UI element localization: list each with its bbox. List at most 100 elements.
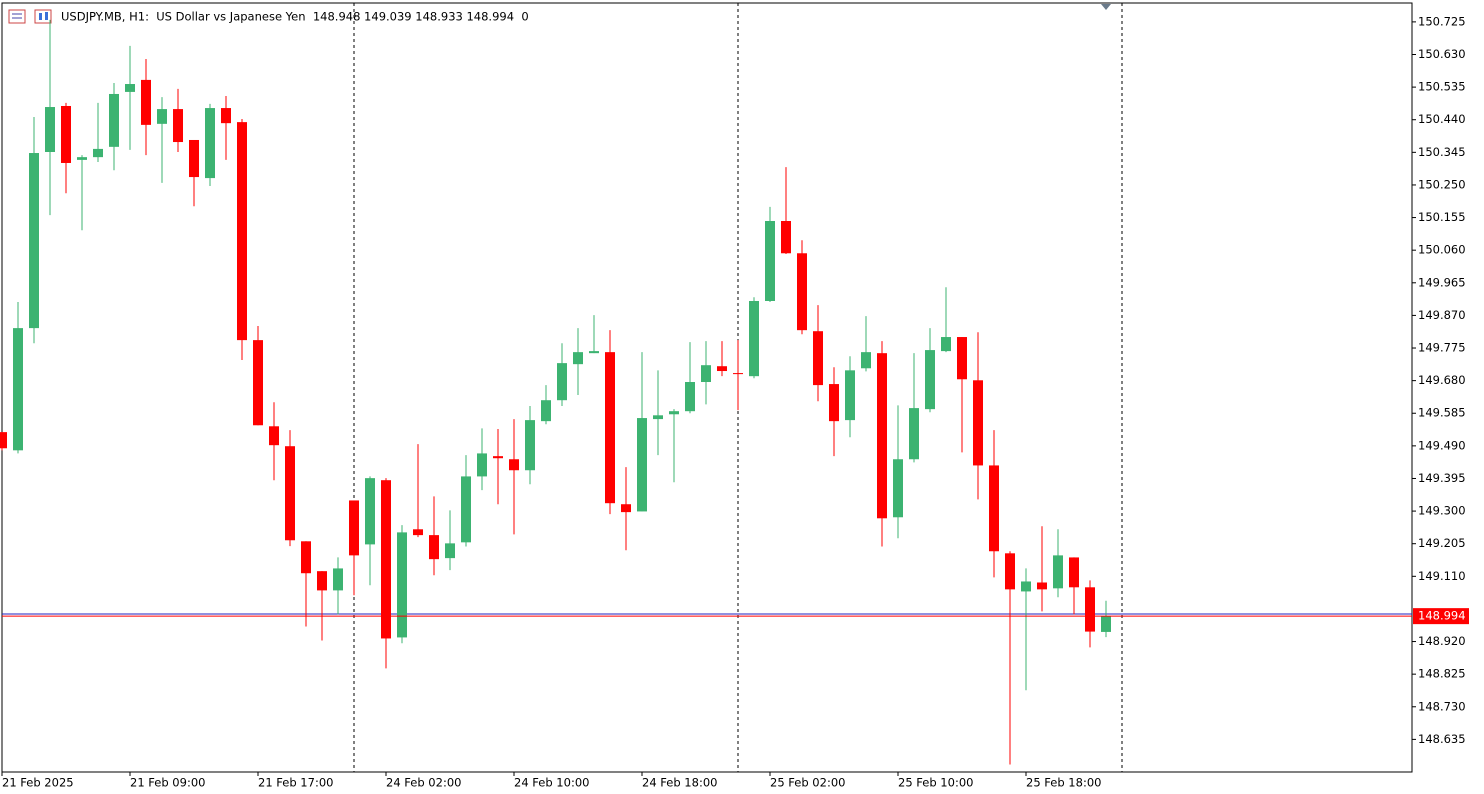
y-tick-label: 149.870	[1418, 308, 1466, 322]
candle-body	[61, 105, 71, 163]
y-tick-label: 148.635	[1418, 732, 1466, 746]
icon-bar	[45, 12, 48, 20]
candle-body	[237, 122, 247, 341]
candle-body	[429, 535, 439, 560]
shift-marker	[1101, 4, 1111, 10]
x-tick-label: 25 Feb 18:00	[1026, 776, 1101, 790]
x-tick-label: 21 Feb 17:00	[258, 776, 333, 790]
candle-body	[621, 504, 631, 513]
x-tick-label: 21 Feb 09:00	[130, 776, 205, 790]
candle-body	[909, 408, 919, 460]
toolbar-icons	[8, 9, 52, 24]
y-tick-label: 150.345	[1418, 145, 1466, 159]
y-tick-label: 148.920	[1418, 634, 1466, 648]
candle-body	[877, 353, 887, 519]
candle-body	[301, 541, 311, 574]
candle-body	[1101, 616, 1111, 632]
candle-body	[1053, 555, 1063, 589]
candle-body	[637, 418, 647, 512]
x-tick-label: 24 Feb 02:00	[386, 776, 461, 790]
candle-body	[685, 382, 695, 412]
y-tick-label: 150.060	[1418, 243, 1466, 257]
candle-body	[1005, 553, 1015, 590]
candle-body	[957, 337, 967, 380]
candle-body	[349, 500, 359, 556]
y-tick-label: 150.250	[1418, 177, 1466, 191]
y-tick-label: 150.725	[1418, 14, 1466, 28]
y-tick-label: 150.155	[1418, 210, 1466, 224]
icon-list	[8, 9, 26, 24]
candle-body	[893, 459, 903, 518]
candle-body	[557, 363, 567, 401]
candle-body	[861, 352, 871, 369]
candle-body	[253, 340, 263, 426]
candle-body	[669, 411, 679, 415]
y-tick-label: 149.585	[1418, 406, 1466, 420]
candle-body	[93, 148, 103, 158]
x-tick-label: 24 Feb 10:00	[514, 776, 589, 790]
candle-body	[525, 420, 535, 471]
candle-body	[925, 350, 935, 410]
y-tick-label: 150.440	[1418, 112, 1466, 126]
candle-body	[589, 351, 599, 354]
x-tick-label: 21 Feb 2025	[2, 776, 74, 790]
y-tick-label: 149.395	[1418, 471, 1466, 485]
candle-body	[141, 79, 151, 125]
icon-bar	[39, 13, 42, 20]
candle-body	[829, 384, 839, 422]
candle-body	[1037, 582, 1047, 590]
candle-body	[797, 253, 807, 331]
y-tick-label: 149.205	[1418, 536, 1466, 550]
candle-body	[189, 139, 199, 178]
y-tick-label: 148.730	[1418, 699, 1466, 713]
candle-body	[45, 107, 55, 152]
candle-body	[781, 220, 791, 254]
y-tick-label: 150.535	[1418, 80, 1466, 94]
last-price-label: 148.994	[1418, 609, 1466, 623]
candle-body	[653, 415, 663, 420]
candle-body	[29, 153, 39, 329]
candle-body	[0, 432, 7, 449]
candle-body	[477, 453, 487, 477]
chart-title: USDJPY.MB, H1: US Dollar vs Japanese Yen…	[61, 10, 529, 24]
candle-body	[77, 157, 87, 160]
y-tick-label: 149.490	[1418, 438, 1466, 452]
candle-body	[125, 84, 135, 92]
candle-body	[989, 465, 999, 552]
candle-body	[109, 93, 119, 147]
y-tick-label: 148.825	[1418, 667, 1466, 681]
candle-body	[733, 373, 743, 375]
candle-body	[573, 352, 583, 365]
x-tick-label: 24 Feb 18:00	[642, 776, 717, 790]
y-tick-label: 149.300	[1418, 504, 1466, 518]
candle-body	[701, 365, 711, 383]
y-tick-label: 150.630	[1418, 47, 1466, 61]
candle-body	[397, 532, 407, 638]
icon-chart	[34, 9, 52, 24]
candle-body	[509, 459, 519, 471]
x-tick-label: 25 Feb 10:00	[898, 776, 973, 790]
candle-body	[205, 108, 215, 179]
candle-body	[973, 380, 983, 466]
candle-body	[381, 480, 391, 639]
candle-body	[13, 328, 23, 451]
y-tick-label: 149.110	[1418, 569, 1466, 583]
candle-body	[269, 426, 279, 446]
candle-body	[1069, 557, 1079, 588]
last-price-box	[1413, 608, 1469, 625]
candle-body	[365, 478, 375, 545]
candle-body	[541, 400, 551, 422]
candle-body	[605, 352, 615, 504]
candle-body	[461, 476, 471, 543]
x-tick-label: 25 Feb 02:00	[770, 776, 845, 790]
candle-body	[749, 300, 759, 377]
candle-body	[333, 568, 343, 591]
candle-body	[1021, 581, 1031, 592]
y-tick-label: 149.775	[1418, 341, 1466, 355]
candle-body	[221, 108, 231, 124]
candle-body	[813, 331, 823, 386]
candle-body	[765, 220, 775, 301]
candle-body	[173, 109, 183, 143]
